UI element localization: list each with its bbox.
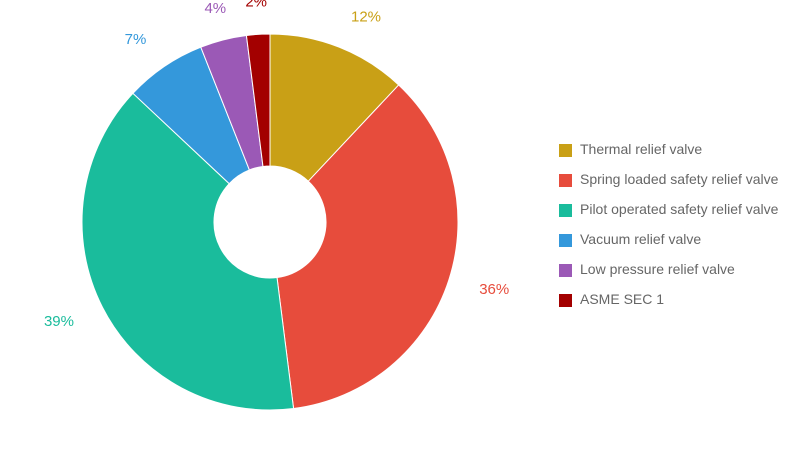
legend-label: ASME SEC 1 (580, 291, 664, 307)
slice-label-5: 4% (204, 0, 226, 17)
legend-item-2[interactable]: Spring loaded safety relief valve (559, 171, 779, 187)
slices (81, 33, 459, 411)
legend-swatch (559, 264, 572, 277)
legend-label: Thermal relief valve (580, 141, 702, 157)
slice-label-1: 12% (351, 8, 381, 25)
legend-item-3[interactable]: Pilot operated safety relief valve (559, 201, 779, 217)
legend-item-1[interactable]: Thermal relief valve (559, 141, 702, 157)
legend-swatch (559, 234, 572, 247)
legend-swatch (559, 204, 572, 217)
slice-3[interactable] (81, 92, 295, 411)
legend-label: Spring loaded safety relief valve (580, 171, 779, 187)
legend-swatch (559, 294, 572, 307)
slice-6[interactable] (245, 33, 271, 168)
legend-item-5[interactable]: Low pressure relief valve (559, 261, 735, 277)
slice-labels: 12% 36% 39% 7% 4% 2% (44, 0, 509, 330)
legend-swatch (559, 144, 572, 157)
slice-label-6: 2% (245, 0, 267, 10)
legend-label: Low pressure relief valve (580, 261, 735, 277)
slice-1[interactable] (269, 33, 400, 182)
legend-label: Pilot operated safety relief valve (580, 201, 779, 217)
slice-label-4: 7% (125, 31, 147, 48)
legend-swatch (559, 174, 572, 187)
legend: Thermal relief valve Spring loaded safety… (559, 141, 779, 307)
legend-item-4[interactable]: Vacuum relief valve (559, 231, 701, 247)
slice-2[interactable] (276, 84, 459, 410)
legend-item-6[interactable]: ASME SEC 1 (559, 291, 664, 307)
slice-label-2: 36% (479, 281, 509, 298)
slice-label-3: 39% (44, 313, 74, 330)
legend-label: Vacuum relief valve (580, 231, 701, 247)
